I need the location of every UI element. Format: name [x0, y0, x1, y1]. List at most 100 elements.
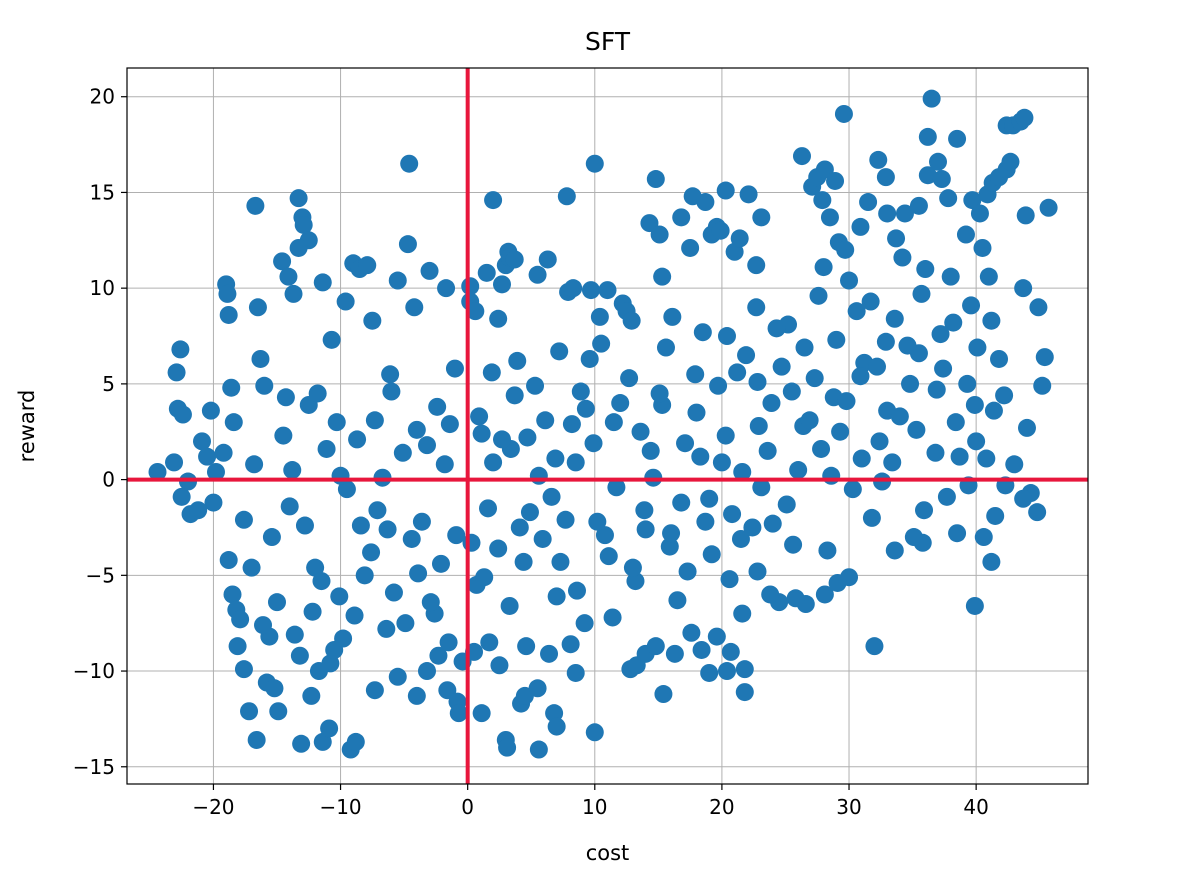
data-point [678, 562, 697, 581]
data-point [204, 493, 223, 512]
data-point [437, 279, 456, 298]
data-point [477, 263, 496, 282]
data-point [918, 127, 937, 146]
data-point [381, 365, 400, 384]
data-point [990, 349, 1009, 368]
data-point [965, 596, 984, 615]
data-point [672, 493, 691, 512]
data-point [665, 644, 684, 663]
data-point [646, 637, 665, 656]
data-point [867, 357, 886, 376]
data-point [1039, 198, 1058, 217]
data-point [313, 273, 332, 292]
data-point [240, 702, 259, 721]
data-point [861, 292, 880, 311]
data-point [851, 217, 870, 236]
data-point [654, 685, 673, 704]
data-point [588, 512, 607, 531]
data-point [827, 330, 846, 349]
data-point [1028, 503, 1047, 522]
data-point [818, 541, 837, 560]
data-point [317, 439, 336, 458]
data-point [585, 723, 604, 742]
data-point [686, 365, 705, 384]
data-point [786, 589, 805, 608]
data-point [449, 704, 468, 723]
data-point [484, 453, 503, 472]
data-point [529, 466, 548, 485]
data-point [834, 104, 853, 123]
data-point [566, 453, 585, 472]
data-point [631, 422, 650, 441]
data-point [528, 265, 547, 284]
data-point [529, 740, 548, 759]
data-point [218, 284, 237, 303]
data-point [826, 171, 845, 190]
data-point [320, 719, 339, 738]
data-point [517, 637, 536, 656]
data-point [758, 441, 777, 460]
data-point [556, 510, 575, 529]
data-point [294, 215, 313, 234]
data-point [171, 340, 190, 359]
data-point [584, 434, 603, 453]
data-point [676, 434, 695, 453]
data-point [662, 524, 681, 543]
data-point [206, 462, 225, 481]
data-point [789, 461, 808, 480]
data-point [982, 552, 1001, 571]
data-point [995, 386, 1014, 405]
data-point [752, 478, 771, 497]
data-point [898, 336, 917, 355]
data-point [267, 593, 286, 612]
data-point [792, 147, 811, 166]
data-point [712, 453, 731, 472]
data-point [242, 558, 261, 577]
data-point [192, 432, 211, 451]
data-point [941, 267, 960, 286]
data-point [958, 374, 977, 393]
data-point [700, 489, 719, 508]
data-point [505, 386, 524, 405]
data-point [660, 537, 679, 556]
data-point [564, 279, 583, 298]
data-point [580, 349, 599, 368]
data-point [306, 558, 325, 577]
data-point [623, 558, 642, 577]
data-point [702, 545, 721, 564]
data-point [851, 367, 870, 386]
data-point [831, 422, 850, 441]
data-point [480, 633, 499, 652]
data-point [927, 380, 946, 399]
data-point [409, 564, 428, 583]
data-point [412, 512, 431, 531]
data-point [303, 602, 322, 621]
y-axis-ticks: −15 −10 −5 0 5 10 15 20 [73, 85, 127, 779]
data-point [840, 271, 859, 290]
data-point [492, 430, 511, 449]
data-point [484, 191, 503, 210]
data-point [542, 487, 561, 506]
data-point [445, 359, 464, 378]
data-point [567, 581, 586, 600]
data-point [929, 152, 948, 171]
data-point [518, 428, 537, 447]
data-point [692, 640, 711, 659]
data-point [533, 529, 552, 548]
data-point [526, 376, 545, 395]
data-point [167, 363, 186, 382]
plot-frame [126, 67, 1089, 785]
data-point [482, 363, 501, 382]
data-point [887, 229, 906, 248]
y-tick-label: −5 [86, 563, 115, 587]
data-point [716, 426, 735, 445]
data-point [809, 286, 828, 305]
data-point [214, 443, 233, 462]
data-point [219, 305, 238, 324]
data-point [173, 405, 192, 424]
data-point [251, 349, 270, 368]
data-point [653, 267, 672, 286]
data-point [1017, 418, 1036, 437]
data-point [581, 281, 600, 300]
